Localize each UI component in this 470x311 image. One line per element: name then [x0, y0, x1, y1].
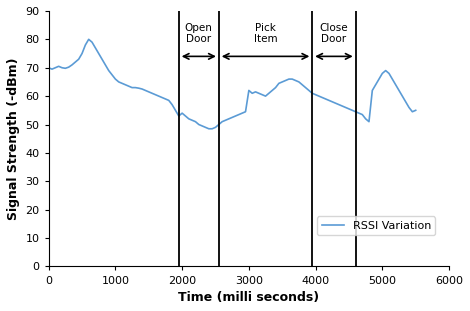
Text: Close
Door: Close Door [320, 23, 348, 44]
RSSI Variation [142, 89, 148, 92]
RSSI Variation [86, 37, 92, 41]
RSSI Variation [133, 86, 138, 90]
RSSI Variation [223, 118, 228, 122]
X-axis label: Time (milli seconds): Time (milli seconds) [178, 291, 320, 304]
Legend: RSSI Variation: RSSI Variation [317, 216, 436, 235]
Text: Pick
Item: Pick Item [254, 23, 277, 44]
Y-axis label: Signal Strength (-dBm): Signal Strength (-dBm) [7, 58, 20, 220]
RSSI Variation [413, 109, 418, 112]
RSSI Variation [46, 66, 52, 70]
RSSI Variation [206, 127, 212, 131]
RSSI Variation [406, 106, 412, 109]
Line: RSSI Variation: RSSI Variation [49, 39, 415, 129]
RSSI Variation [186, 117, 192, 121]
Text: Open
Door: Open Door [185, 23, 213, 44]
RSSI Variation [266, 91, 272, 95]
